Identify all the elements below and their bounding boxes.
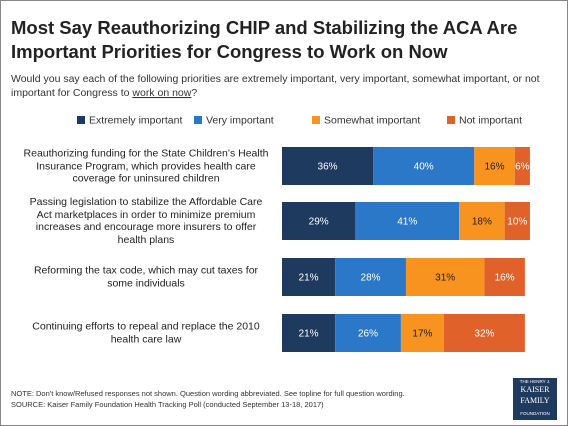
bar-segment	[335, 314, 401, 352]
bar-segment	[282, 202, 356, 240]
legend-label: Somewhat important	[324, 114, 420, 126]
value-label: 31%	[435, 273, 455, 284]
legend-label: Very important	[206, 114, 274, 126]
legend-label: Not important	[459, 114, 522, 126]
legend-swatch	[447, 116, 455, 124]
category-label: Passing legislation to stabilize the Aff…	[29, 196, 263, 246]
category-label: Reauthorizing funding for the State Chil…	[23, 147, 269, 185]
value-label: 16%	[485, 162, 505, 173]
source: SOURCE: Kaiser Family Foundation Health …	[11, 400, 324, 409]
legend-swatch	[194, 116, 202, 124]
value-label: 29%	[309, 217, 329, 228]
subtitle: Would you say each of the following prio…	[11, 73, 540, 85]
legend-swatch	[312, 116, 320, 124]
value-label: 18%	[472, 217, 492, 228]
value-label: 21%	[299, 273, 319, 284]
bar-segment	[474, 147, 515, 185]
value-label: 6%	[515, 162, 530, 173]
bar-segment	[335, 258, 406, 296]
bar-segment	[459, 202, 505, 240]
value-label: 28%	[361, 273, 381, 284]
logo-text: FAMILY	[520, 396, 549, 405]
category-label: Reforming the tax code, which may cut ta…	[33, 264, 259, 290]
bar-segment	[405, 258, 485, 296]
category-label: Continuing efforts to repeal and replace…	[32, 320, 260, 346]
bar-segment	[514, 147, 530, 185]
value-label: 21%	[299, 329, 319, 340]
bar-segment	[282, 147, 374, 185]
logo-text: THE HENRY J.	[520, 379, 551, 384]
subtitle-underlined: work on now	[131, 87, 191, 99]
value-label: 10%	[507, 217, 527, 228]
value-label: 40%	[414, 162, 434, 173]
bar-segment	[484, 258, 525, 296]
logo-text: FOUNDATION	[520, 411, 549, 416]
value-label: 36%	[318, 162, 338, 173]
bar-segment	[282, 258, 336, 296]
bar-segment	[400, 314, 444, 352]
value-label: 26%	[358, 329, 378, 340]
legend-swatch	[77, 116, 85, 124]
value-label: 41%	[397, 217, 417, 228]
note: NOTE: Don't know/Refused responses not s…	[11, 389, 405, 398]
subtitle: important for Congress to work on now?	[11, 87, 197, 99]
bar-segment	[443, 314, 525, 352]
legend-label: Extremely important	[89, 114, 182, 126]
value-label: 32%	[474, 329, 494, 340]
value-label: 17%	[412, 329, 432, 340]
logo-text: KAISER	[521, 385, 551, 394]
value-label: 16%	[495, 273, 515, 284]
bar-segment	[373, 147, 475, 185]
chart-title: Important Priorities for Congress to Wor…	[11, 41, 448, 62]
bar-segment	[504, 202, 530, 240]
subtitle: ?	[191, 87, 197, 99]
bar-segment	[355, 202, 460, 240]
chart-title: Most Say Reauthorizing CHIP and Stabiliz…	[11, 17, 517, 38]
subtitle: important for Congress to	[11, 87, 132, 99]
bar-segment	[282, 314, 336, 352]
logo-box	[513, 378, 557, 420]
